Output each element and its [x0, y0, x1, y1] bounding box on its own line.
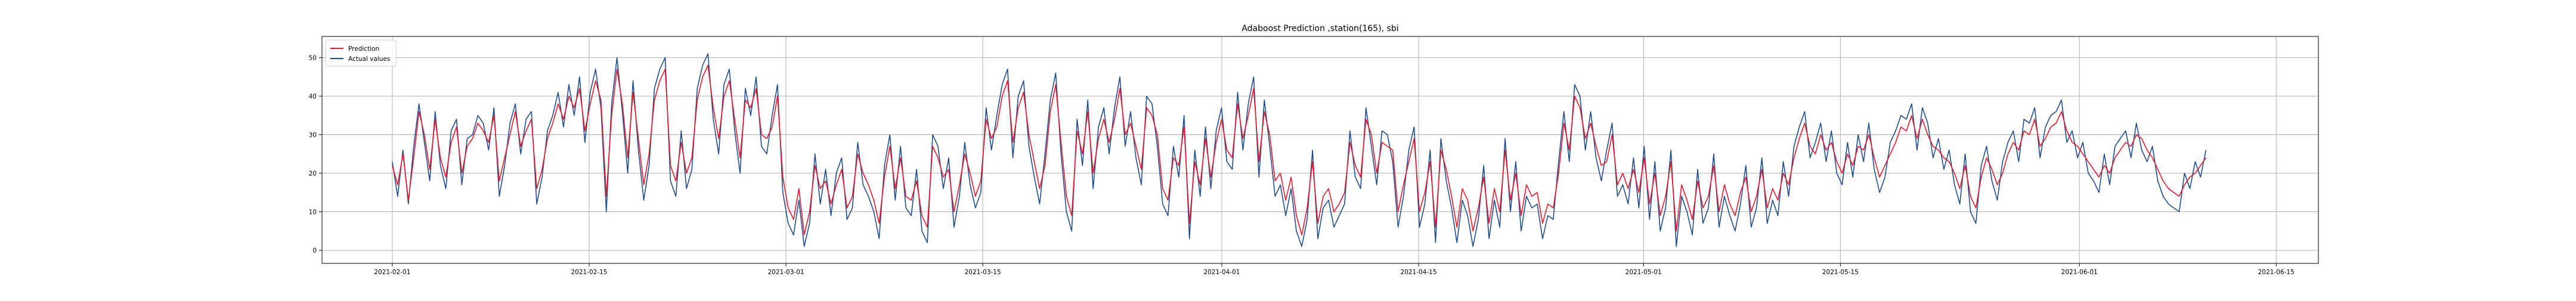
x-axis: 2021-02-01 2021-02-15 2021-03-01 2021-03-15… [374, 263, 2295, 276]
x-tick-label: 2021-02-01 [374, 269, 410, 276]
legend-label: Prediction [348, 45, 379, 53]
x-tick-label: 2021-06-01 [2061, 269, 2098, 276]
gridlines [322, 36, 2318, 263]
series-line-prediction [392, 64, 2207, 236]
x-tick-label: 2021-04-01 [1203, 269, 1240, 276]
axes-frame [321, 36, 2319, 264]
legend-box [325, 39, 397, 67]
x-tick-label: 2021-05-15 [1822, 269, 1859, 276]
y-tick-label: 40 [309, 93, 317, 100]
legend: Prediction Actual values [325, 39, 397, 67]
y-axis: 0 10 20 30 40 50 [309, 54, 322, 254]
x-tick-label: 2021-03-01 [768, 269, 804, 276]
legend-label: Actual values [348, 56, 390, 63]
y-tick-label: 0 [312, 247, 317, 254]
x-tick-label: 2021-04-15 [1401, 269, 1437, 276]
x-tick-label: 2021-03-15 [965, 269, 1001, 276]
y-tick-label: 30 [309, 132, 317, 139]
plot-area [392, 53, 2207, 247]
chart-title: Adaboost Prediction ,station(165), sbi [1241, 24, 1398, 33]
y-tick-label: 10 [309, 209, 317, 216]
y-tick-label: 50 [309, 54, 317, 62]
x-tick-label: 2021-06-15 [2258, 269, 2295, 276]
x-tick-label: 2021-02-15 [571, 269, 607, 276]
x-tick-label: 2021-05-01 [1626, 269, 1662, 276]
y-tick-label: 20 [309, 170, 317, 177]
